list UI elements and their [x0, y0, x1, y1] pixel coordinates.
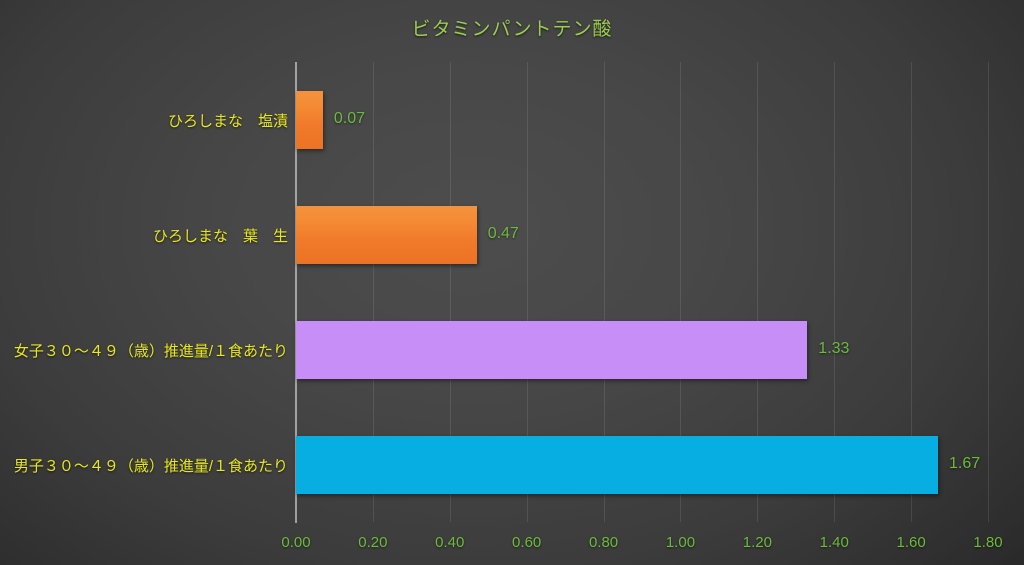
y-axis-line [295, 62, 297, 523]
gridline [372, 62, 374, 522]
bar-1[interactable] [296, 205, 477, 264]
category-label-2: 女子３０〜４９（歳）推進量/１食あたり [13, 342, 288, 360]
bar-3[interactable] [296, 435, 939, 494]
gridline [680, 62, 682, 522]
bar-0[interactable] [296, 90, 323, 149]
x-tick-label-4: 0.80 [588, 534, 619, 551]
gridline [988, 62, 989, 522]
gridline [603, 62, 605, 522]
value-label-3: 1.67 [949, 454, 981, 472]
plot-area [296, 62, 989, 522]
bar-2[interactable] [296, 320, 808, 379]
x-tick-label-5: 1.00 [665, 534, 696, 551]
x-tick-label-0: 0.00 [281, 534, 311, 551]
value-label-1: 0.47 [487, 224, 519, 242]
gridline [757, 62, 759, 522]
value-label-2: 1.33 [818, 339, 850, 357]
gridline [449, 62, 451, 522]
x-tick-label-9: 1.80 [973, 534, 1003, 551]
x-tick-label-2: 0.40 [435, 534, 465, 551]
gridline [834, 62, 836, 522]
x-tick-label-6: 1.20 [742, 534, 772, 551]
x-tick-label-3: 0.60 [512, 534, 542, 551]
x-tick-label-8: 1.60 [896, 534, 926, 551]
x-tick-label-7: 1.40 [819, 534, 849, 551]
gridline [911, 62, 913, 522]
x-tick-label-1: 0.20 [358, 534, 388, 551]
chart-title: ビタミンパントテン酸 [411, 19, 613, 40]
value-label-0: 0.07 [333, 109, 366, 127]
category-label-0: ひろしまな 塩漬 [167, 112, 288, 130]
category-label-1: ひろしまな 葉 生 [152, 227, 288, 245]
category-label-3: 男子３０〜４９（歳）推進量/１食あたり [13, 457, 288, 475]
gridline [526, 62, 528, 522]
